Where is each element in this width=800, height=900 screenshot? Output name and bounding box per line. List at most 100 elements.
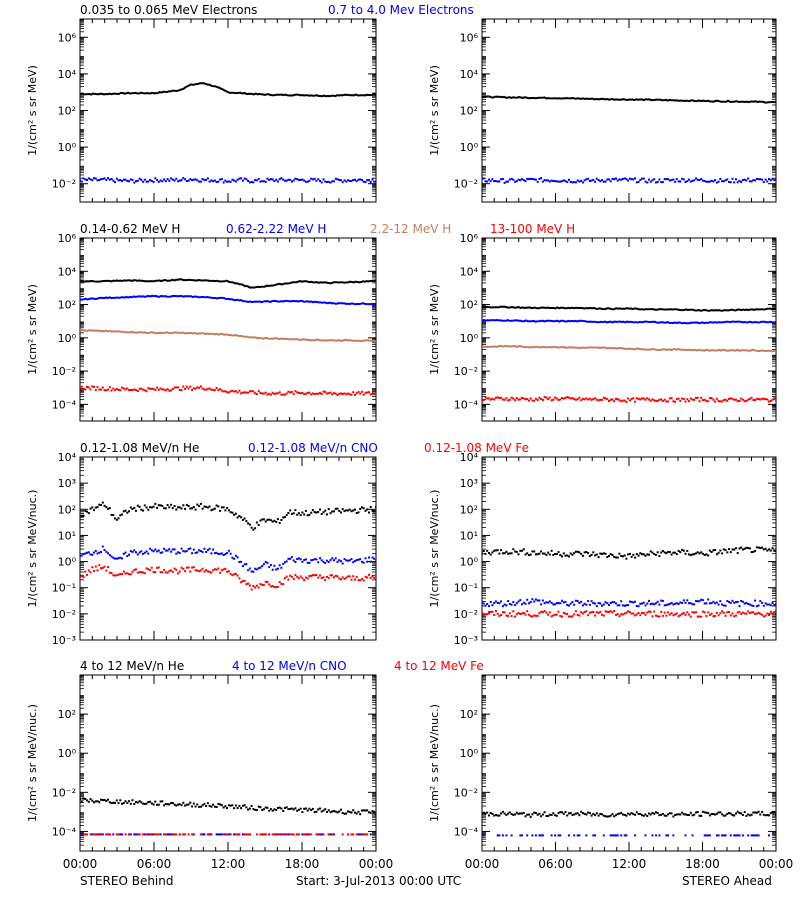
data-point (686, 814, 689, 816)
data-point (731, 177, 734, 180)
data-point (568, 615, 570, 618)
data-point (599, 398, 602, 401)
data-point (531, 813, 534, 816)
data-point (538, 552, 541, 555)
data-point (107, 177, 109, 180)
data-point (731, 397, 734, 400)
data-point (722, 834, 725, 837)
data-point (526, 177, 529, 180)
data-point (569, 615, 572, 618)
data-point (357, 390, 360, 393)
data-point (675, 398, 678, 401)
data-point (759, 547, 762, 550)
data-point (266, 806, 269, 809)
data-point (754, 599, 757, 602)
data-point (105, 550, 108, 553)
data-point (196, 569, 199, 572)
data-point (755, 397, 758, 400)
data-point (206, 549, 209, 552)
data-point (668, 812, 671, 815)
data-point (707, 180, 710, 183)
data-point (196, 503, 199, 506)
data-point (324, 180, 327, 183)
data-point (741, 600, 744, 603)
data-point (140, 387, 143, 390)
data-point (488, 552, 490, 554)
data-point (675, 553, 678, 556)
data-point (681, 397, 684, 400)
data-point (117, 802, 120, 805)
data-point (135, 551, 137, 554)
data-point (289, 509, 292, 512)
data-point (187, 505, 190, 507)
data-point (117, 179, 120, 182)
data-point (677, 550, 680, 552)
data-point (152, 803, 155, 806)
data-point (498, 180, 501, 183)
series-line (80, 278, 376, 289)
data-point (508, 602, 511, 605)
data-point (135, 800, 137, 803)
data-point (182, 550, 185, 553)
data-point (762, 548, 765, 551)
y-tick-label: 10⁻⁴ (52, 825, 77, 838)
data-point (512, 178, 515, 181)
data-point (498, 614, 501, 617)
data-point (719, 600, 722, 603)
data-point (639, 178, 642, 181)
data-point (208, 804, 211, 807)
data-point (147, 508, 150, 511)
data-point (86, 573, 88, 576)
data-point (510, 603, 513, 606)
data-point (124, 178, 127, 181)
data-point (231, 389, 234, 392)
series-0-12-1-08-mev-n-cno (80, 545, 376, 573)
data-point (215, 568, 218, 571)
data-point (271, 833, 274, 836)
data-point (299, 514, 302, 517)
data-point (163, 547, 166, 550)
data-point (696, 396, 699, 399)
data-point (101, 566, 104, 569)
data-point (343, 577, 346, 580)
data-point (285, 806, 288, 809)
data-point (124, 388, 127, 391)
data-point (128, 553, 130, 556)
data-point (726, 178, 729, 181)
data-point (627, 604, 630, 607)
data-point (703, 180, 706, 182)
data-point (512, 610, 515, 613)
data-point (327, 180, 330, 183)
data-point (108, 801, 111, 804)
data-point (736, 834, 739, 837)
data-point (236, 556, 239, 559)
data-point (529, 815, 532, 818)
data-point (205, 178, 208, 181)
data-point (557, 812, 560, 815)
data-point (182, 833, 185, 836)
data-point (168, 389, 171, 392)
data-point (656, 181, 659, 183)
data-point (566, 814, 569, 817)
data-point (303, 513, 306, 516)
data-point (182, 177, 185, 180)
data-point (726, 812, 729, 815)
data-point (340, 808, 342, 811)
data-point (131, 389, 134, 392)
data-point (522, 548, 525, 551)
data-point (201, 833, 204, 836)
series-4-to-12-mev-n-he (80, 797, 376, 816)
data-point (107, 388, 109, 391)
data-point (345, 180, 348, 183)
data-point (366, 809, 369, 812)
data-point (333, 833, 335, 836)
data-point (507, 399, 510, 402)
data-point (226, 807, 229, 809)
data-point (149, 179, 152, 182)
data-point (250, 526, 253, 529)
data-point (334, 557, 337, 560)
data-point (119, 573, 122, 576)
data-point (350, 578, 353, 581)
data-point (222, 833, 225, 836)
data-point (108, 178, 111, 181)
